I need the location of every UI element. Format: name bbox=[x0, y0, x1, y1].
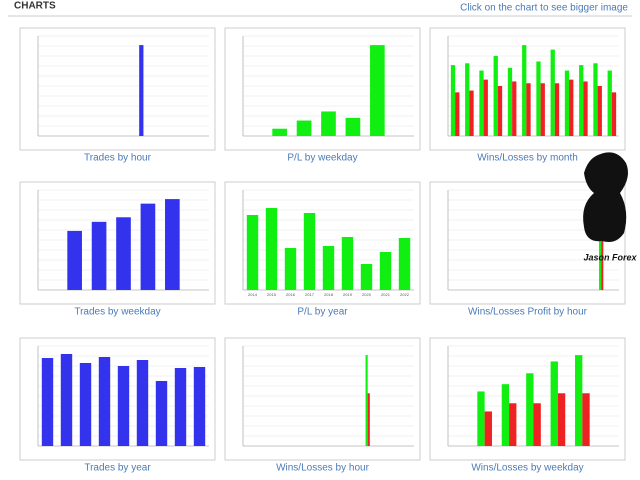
bar bbox=[265, 208, 278, 290]
bar bbox=[174, 368, 187, 446]
bar bbox=[98, 357, 111, 446]
x-tick-label: 2019 bbox=[343, 292, 353, 297]
x-tick-label: 2020 bbox=[362, 292, 372, 297]
hint-link[interactable]: Click on the chart to see bigger image bbox=[460, 3, 628, 14]
bar bbox=[593, 63, 598, 136]
bar bbox=[564, 70, 570, 136]
bar bbox=[60, 354, 73, 446]
bar bbox=[483, 79, 488, 136]
bar bbox=[526, 373, 534, 446]
watermark: Jason Forex bbox=[583, 152, 637, 262]
bar bbox=[550, 49, 555, 136]
chart-caption: P/L by weekday bbox=[287, 153, 357, 164]
bar bbox=[367, 393, 370, 446]
chart-caption: Trades by weekday bbox=[74, 307, 160, 318]
bar bbox=[284, 248, 297, 290]
bar bbox=[41, 358, 54, 446]
x-tick-label: 2022 bbox=[400, 292, 410, 297]
bar bbox=[296, 120, 312, 136]
x-tick-label: 2015 bbox=[267, 292, 277, 297]
bar bbox=[67, 230, 82, 290]
bar bbox=[272, 128, 287, 136]
bar bbox=[139, 45, 144, 136]
bar bbox=[557, 393, 566, 446]
bar bbox=[569, 79, 574, 136]
bar bbox=[493, 56, 498, 136]
bar bbox=[79, 363, 92, 446]
bar bbox=[582, 393, 590, 446]
bar bbox=[477, 391, 485, 446]
bar bbox=[465, 63, 470, 136]
bar bbox=[579, 65, 584, 136]
bar bbox=[501, 384, 510, 446]
bar bbox=[522, 45, 527, 136]
chart-caption: Wins/Losses Profit by hour bbox=[468, 307, 588, 318]
bar bbox=[450, 65, 456, 136]
bar bbox=[370, 45, 385, 136]
x-tick-label: 2021 bbox=[381, 292, 391, 297]
bar bbox=[341, 237, 354, 290]
bar bbox=[583, 81, 588, 136]
chart-grid: Trades by hour P/L by weekday Wins/Losses … bbox=[19, 27, 626, 474]
bar bbox=[365, 355, 368, 446]
chart-caption: Trades by year bbox=[84, 463, 151, 474]
chart-frame[interactable] bbox=[224, 337, 421, 461]
bar bbox=[507, 67, 513, 136]
bar bbox=[322, 246, 335, 290]
chart-caption: Trades by hour bbox=[84, 153, 152, 164]
bar bbox=[155, 381, 168, 446]
x-tick-label: 2016 bbox=[286, 292, 296, 297]
watermark-text: Jason Forex bbox=[583, 252, 637, 262]
bar bbox=[601, 240, 604, 290]
bar bbox=[379, 252, 392, 290]
bar bbox=[398, 238, 411, 290]
bar bbox=[554, 83, 560, 136]
bar bbox=[117, 366, 130, 446]
bar bbox=[303, 213, 316, 290]
bar bbox=[360, 264, 373, 290]
bar bbox=[599, 199, 602, 290]
bar bbox=[140, 203, 156, 290]
section-title: CHARTS bbox=[14, 1, 56, 12]
chart-caption: Wins/Losses by month bbox=[477, 153, 578, 164]
chart-caption: Wins/Losses by hour bbox=[276, 463, 369, 474]
bar bbox=[575, 355, 583, 446]
bar bbox=[116, 217, 131, 290]
bar bbox=[536, 61, 541, 136]
bar bbox=[512, 81, 517, 136]
x-tick-label: 2017 bbox=[305, 292, 315, 297]
bar bbox=[484, 411, 492, 446]
bar bbox=[321, 111, 336, 136]
bar bbox=[509, 403, 517, 446]
bar bbox=[455, 92, 460, 136]
bar bbox=[611, 92, 617, 136]
bar bbox=[469, 90, 474, 136]
bar bbox=[479, 70, 484, 136]
bar bbox=[165, 199, 180, 290]
bar bbox=[526, 83, 531, 136]
bar bbox=[246, 215, 259, 290]
bar bbox=[345, 117, 361, 136]
bar bbox=[193, 367, 206, 446]
bar bbox=[597, 86, 602, 136]
bar bbox=[533, 403, 541, 446]
x-tick-label: 2014 bbox=[248, 292, 258, 297]
bar bbox=[497, 86, 503, 136]
bar bbox=[607, 70, 612, 136]
bar bbox=[540, 83, 545, 136]
chart-frame[interactable] bbox=[19, 27, 216, 151]
chart-caption: Wins/Losses by weekday bbox=[471, 463, 583, 474]
chart-caption: P/L by year bbox=[297, 307, 348, 318]
bar bbox=[91, 221, 107, 290]
bar bbox=[136, 360, 149, 446]
x-tick-label: 2018 bbox=[324, 292, 334, 297]
bar bbox=[550, 361, 558, 446]
